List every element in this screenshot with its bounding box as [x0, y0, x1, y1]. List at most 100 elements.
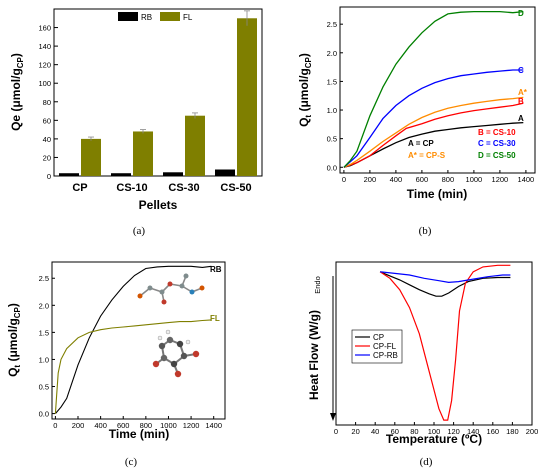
y-tick-label: 100 — [38, 79, 51, 88]
x-tick-label: 400 — [390, 175, 403, 184]
label-a: A — [518, 114, 524, 123]
label-c: C — [518, 66, 524, 75]
label-rb: RB — [210, 265, 222, 274]
x-tick-label: 1200 — [492, 175, 509, 184]
bar-fl — [81, 138, 101, 176]
panel-d-line-chart: 0 20 40 60 80 100 120 140 160 180 200 CP CP-FL CP-… — [307, 261, 538, 446]
y-tick-label: 2.5 — [327, 20, 337, 29]
y-tick-label: 1.0 — [327, 106, 337, 115]
series-line-rb — [54, 265, 212, 414]
axis-ticks: 0 200 400 600 800 1000 1200 1400 0.0 0.5 1.0 1.5 2.0… — [39, 274, 222, 430]
x-tick-label: 20 — [351, 427, 359, 436]
x-axis-title: Time (min) — [407, 187, 467, 201]
caption-a: (a) — [133, 225, 146, 237]
y-axis-title: Qt (μmol/gCP) — [297, 53, 313, 127]
y-tick-label: 0.5 — [327, 135, 337, 144]
x-tick-label: 0 — [334, 427, 338, 436]
y-tick-label: 140 — [38, 42, 51, 51]
y-tick-label: 2.5 — [39, 274, 49, 283]
x-axis-title: Pellets — [139, 198, 178, 212]
key-a-star: A* = CP-S — [408, 151, 446, 160]
key-b: B = CS-10 — [478, 128, 516, 137]
key-c: C = CS-30 — [478, 139, 516, 148]
x-tick-label: 1400 — [518, 175, 535, 184]
x-tick-label: 140 — [467, 427, 480, 436]
series-line-c — [343, 69, 524, 168]
plot-frame — [51, 261, 226, 420]
y-tick-label: 2.0 — [327, 49, 337, 58]
key-a: A = CP — [408, 139, 434, 148]
caption-b: (b) — [419, 225, 432, 237]
legend-label-rb: RB — [141, 13, 152, 22]
label-fl: FL — [210, 314, 220, 323]
y-axis-title: Qe (μmol/gCP) — [9, 53, 25, 131]
x-category-label: CP — [72, 182, 87, 194]
panel-c-line-chart: 0 200 400 600 800 1000 1200 1400 0.0 0.5 1.0 1.5 2.0… — [6, 261, 226, 441]
y-tick-label: 20 — [43, 153, 51, 162]
x-tick-label: 180 — [506, 427, 519, 436]
y-tick-label: 2.0 — [39, 301, 49, 310]
y-tick-label: 0.5 — [39, 383, 49, 392]
bars — [59, 10, 257, 177]
curve-labels: D C A* B A — [518, 9, 528, 123]
x-tick-label: 600 — [416, 175, 429, 184]
axis-ticks: 0 200 400 600 800 1000 1200 1400 0.0 0.5 1.0 1.5 2.0… — [327, 20, 535, 184]
caption-c: (c) — [125, 456, 138, 468]
x-category-label: CS-30 — [168, 182, 199, 194]
x-tick-label: 1000 — [160, 421, 177, 430]
series-line-cp-rb — [380, 271, 511, 284]
bar-fl — [237, 18, 257, 177]
endo-arrow — [330, 276, 336, 421]
endo-label: Endo — [313, 276, 322, 294]
category-labels: CP CS-10 CS-30 CS-50 — [72, 182, 251, 194]
x-category-label: CS-50 — [220, 182, 251, 194]
x-tick-label: 80 — [410, 427, 418, 436]
label-d: D — [518, 9, 524, 18]
series-lines — [379, 264, 511, 421]
x-tick-label: 0 — [342, 175, 346, 184]
y-tick-label: 0.0 — [39, 410, 49, 419]
series-line-fl — [54, 319, 212, 414]
plot-frame — [53, 8, 263, 177]
y-tick-label: 80 — [43, 98, 51, 107]
y-tick-label: 0.0 — [327, 163, 337, 172]
series-line-cp-fl — [379, 264, 511, 421]
x-category-label: CS-10 — [116, 182, 147, 194]
x-tick-label: 800 — [442, 175, 455, 184]
caption-d: (d) — [420, 456, 433, 468]
y-tick-label: 40 — [43, 135, 51, 144]
x-tick-label: 0 — [53, 421, 57, 430]
x-tick-label: 1200 — [183, 421, 200, 430]
x-tick-label: 200 — [364, 175, 377, 184]
x-tick-label: 1400 — [205, 421, 222, 430]
panel-b-line-chart: 0 200 400 600 800 1000 1200 1400 0.0 0.5 1.0 1.5 2.0… — [297, 6, 536, 201]
series-line-a- — [343, 96, 524, 168]
key-d: D = CS-50 — [478, 151, 516, 160]
x-tick-label: 60 — [391, 427, 399, 436]
y-ticks: 0 20 40 60 80 100 120 140 160 — [38, 24, 58, 181]
fl-molecule-icon — [152, 329, 200, 378]
series-line-d — [343, 10, 524, 168]
y-axis-title: Qt (μmol/gCP) — [6, 303, 22, 377]
series-lines — [343, 10, 524, 168]
x-tick-label: 1000 — [466, 175, 483, 184]
rb-molecule-icon — [137, 273, 205, 305]
bar-rb — [215, 169, 235, 176]
x-tick-label: 120 — [447, 427, 460, 436]
plot-frame — [339, 6, 536, 174]
bar-fl — [185, 115, 205, 176]
x-tick-label: 800 — [140, 421, 153, 430]
legend-label-fl: FL — [183, 13, 193, 22]
x-tick-label: 400 — [94, 421, 107, 430]
legend: RB FL — [118, 12, 193, 22]
series-line-cp — [379, 271, 511, 297]
x-axis-title: Time (min) — [109, 427, 169, 441]
x-axis-title: Temperature (ºC) — [386, 432, 482, 446]
y-axis-title: Heat Flow (W/g) — [307, 310, 321, 400]
legend-swatch-fl — [160, 12, 180, 21]
bar-rb — [163, 172, 183, 176]
series-line-b — [343, 102, 524, 168]
legend: CP CP-FL CP-RB — [351, 329, 403, 364]
